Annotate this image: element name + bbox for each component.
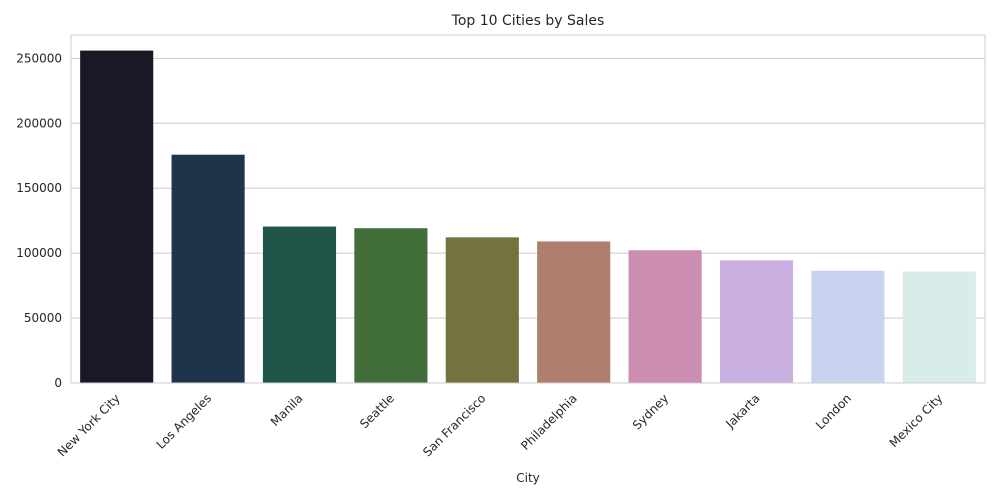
- bar: [719, 260, 794, 383]
- bars: [80, 50, 976, 383]
- x-tick-label: Sydney: [630, 391, 671, 432]
- y-tick-label: 100000: [16, 246, 62, 260]
- chart-title: Top 10 Cities by Sales: [451, 13, 605, 29]
- y-tick-label: 150000: [16, 181, 62, 195]
- bar: [537, 241, 611, 383]
- y-tick-label: 250000: [16, 51, 62, 65]
- bar: [80, 50, 154, 383]
- plot-frame: [70, 34, 986, 384]
- y-tick-label: 200000: [16, 116, 62, 130]
- bar: [354, 228, 428, 383]
- y-tick-label: 50000: [24, 311, 62, 325]
- x-tick-label: Jakarta: [722, 391, 762, 431]
- x-tick-label: San Francisco: [420, 391, 488, 459]
- x-tick-label: Los Angeles: [154, 391, 215, 452]
- x-tick-label: Mexico City: [887, 391, 946, 450]
- x-tick-labels: New York City Los Angeles Manila Seattle San…: [55, 391, 946, 459]
- x-tick-label: Philadelphia: [518, 391, 580, 453]
- bar: [445, 237, 519, 383]
- x-axis-label: City: [516, 471, 540, 485]
- bar: [902, 271, 976, 383]
- x-tick-label: Manila: [268, 391, 306, 429]
- x-tick-label: Seattle: [357, 391, 397, 431]
- y-tick-labels: 0 50000 100000 150000 200000 250000: [16, 51, 62, 390]
- x-tick-label: New York City: [55, 391, 123, 459]
- bar: [628, 250, 702, 383]
- bar: [811, 270, 885, 383]
- x-tick-label: London: [813, 391, 854, 432]
- bar: [262, 226, 337, 383]
- y-tick-label: 0: [54, 376, 62, 390]
- bar: [171, 154, 245, 383]
